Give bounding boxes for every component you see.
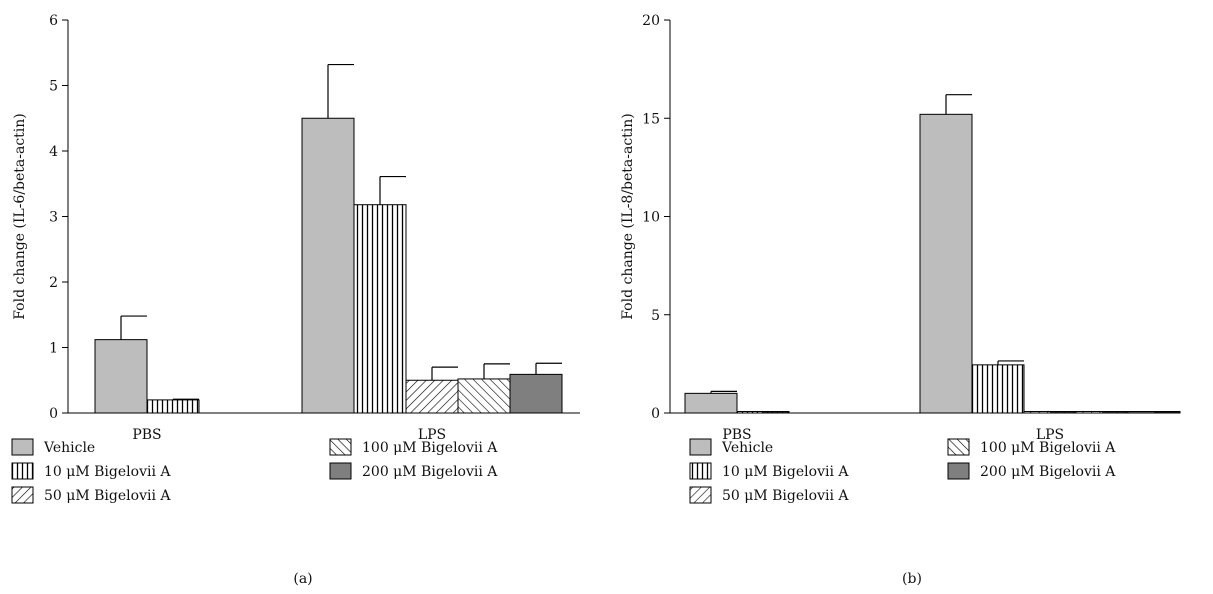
legend-entry: 200 μM Bigelovii A <box>980 464 1116 480</box>
y-tick-label: 5 <box>49 79 58 95</box>
legend-swatch <box>11 486 34 504</box>
bar <box>301 117 355 414</box>
bar <box>919 113 973 414</box>
y-tick-label: 10 <box>642 210 660 226</box>
y-tick-label: 0 <box>651 406 660 422</box>
y-tick-label: 15 <box>642 111 660 127</box>
x-tick-label: PBS <box>722 427 751 443</box>
chart-panel-a: 0 1 2 3 4 5 6 Fold change (IL-6/beta-actin) PBS L… <box>11 13 580 587</box>
bar <box>684 392 738 414</box>
legend-swatch <box>329 462 352 480</box>
x-tick-label: LPS <box>418 427 446 443</box>
legend-entry: 50 μM Bigelovii A <box>722 488 849 504</box>
legend-entry: 10 μM Bigelovii A <box>44 464 171 480</box>
x-tick-label: LPS <box>1036 427 1064 443</box>
legend-swatch <box>947 462 970 480</box>
bar <box>94 339 148 414</box>
bar <box>509 373 563 414</box>
y-tick-label: 6 <box>49 13 58 29</box>
bar <box>457 378 511 414</box>
y-tick-label: 2 <box>49 275 58 291</box>
legend-swatch <box>11 462 34 480</box>
legend-entry: Vehicle <box>43 440 95 456</box>
y-tick-label: 5 <box>651 308 660 324</box>
legend-entry: 10 μM Bigelovii A <box>722 464 849 480</box>
legend-swatch <box>11 438 34 456</box>
legend-entry: 100 μM Bigelovii A <box>362 440 498 456</box>
bar <box>146 399 200 414</box>
legend-entry: 200 μM Bigelovii A <box>362 464 498 480</box>
legend-swatch <box>689 438 712 456</box>
y-tick-label: 4 <box>49 144 58 160</box>
legend-entry: Vehicle <box>721 440 773 456</box>
y-tick-label: 20 <box>642 13 660 29</box>
y-axis-label: Fold change (IL-6/beta-actin) <box>12 113 28 320</box>
x-tick-label: PBS <box>132 427 161 443</box>
bar <box>353 204 407 414</box>
legend-swatch <box>329 438 352 456</box>
y-tick-label: 0 <box>49 406 58 422</box>
y-axis-label: Fold change (IL-8/beta-actin) <box>620 113 636 320</box>
y-tick-label: 1 <box>49 341 58 357</box>
chart-panel-b: 0 5 10 15 20 Fold change (IL-8/beta-actin) PBS… <box>620 13 1181 587</box>
legend-swatch <box>689 486 712 504</box>
legend-entry: 50 μM Bigelovii A <box>44 488 171 504</box>
legend-swatch <box>689 462 712 480</box>
legend-entry: 100 μM Bigelovii A <box>980 440 1116 456</box>
bar <box>405 379 459 414</box>
panel-label: (a) <box>293 571 312 587</box>
bar <box>971 364 1025 414</box>
legend-swatch <box>947 438 970 456</box>
y-tick-label: 3 <box>49 210 58 226</box>
panel-label: (b) <box>902 571 922 587</box>
